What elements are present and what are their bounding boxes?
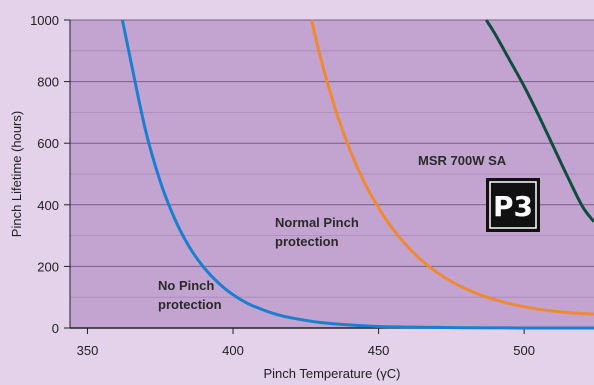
annotation-msr: MSR 700W SA	[418, 153, 507, 168]
y-tick-label: 0	[52, 321, 59, 336]
grid-lines	[70, 19, 594, 298]
y-tick-label: 600	[37, 136, 59, 151]
annotation-no-pinch-line2: protection	[158, 297, 222, 312]
y-axis-title: Pinch Lifetime (hours)	[9, 111, 24, 237]
annotation-normal-line1: Normal Pinch	[275, 215, 359, 230]
series-line-1	[310, 19, 594, 316]
p3-badge-icon: P3	[486, 178, 540, 232]
annotation-normal-line2: protection	[275, 234, 339, 249]
series-lines	[120, 19, 594, 330]
x-axis-title: Pinch Temperature (γC)	[263, 366, 400, 381]
annotation-no-pinch-line1: No Pinch	[158, 278, 214, 293]
y-tick-label: 1000	[30, 13, 59, 28]
series-line-0	[120, 19, 594, 330]
p3-badge-border	[489, 181, 537, 229]
x-tick-label: 500	[513, 343, 535, 358]
y-tick-label: 800	[37, 75, 59, 90]
x-tick-label: 400	[222, 343, 244, 358]
y-tick-label: 400	[37, 198, 59, 213]
series-line-2	[485, 19, 594, 223]
x-tick-label: 450	[368, 343, 390, 358]
tick-labels: 0 200 400 600 800 1000 350 400 450 500	[30, 13, 535, 358]
p3-badge-label: P3	[493, 190, 533, 223]
y-tick-label: 200	[37, 259, 59, 274]
p3-badge-bg	[486, 178, 540, 232]
x-tick-label: 350	[77, 343, 99, 358]
